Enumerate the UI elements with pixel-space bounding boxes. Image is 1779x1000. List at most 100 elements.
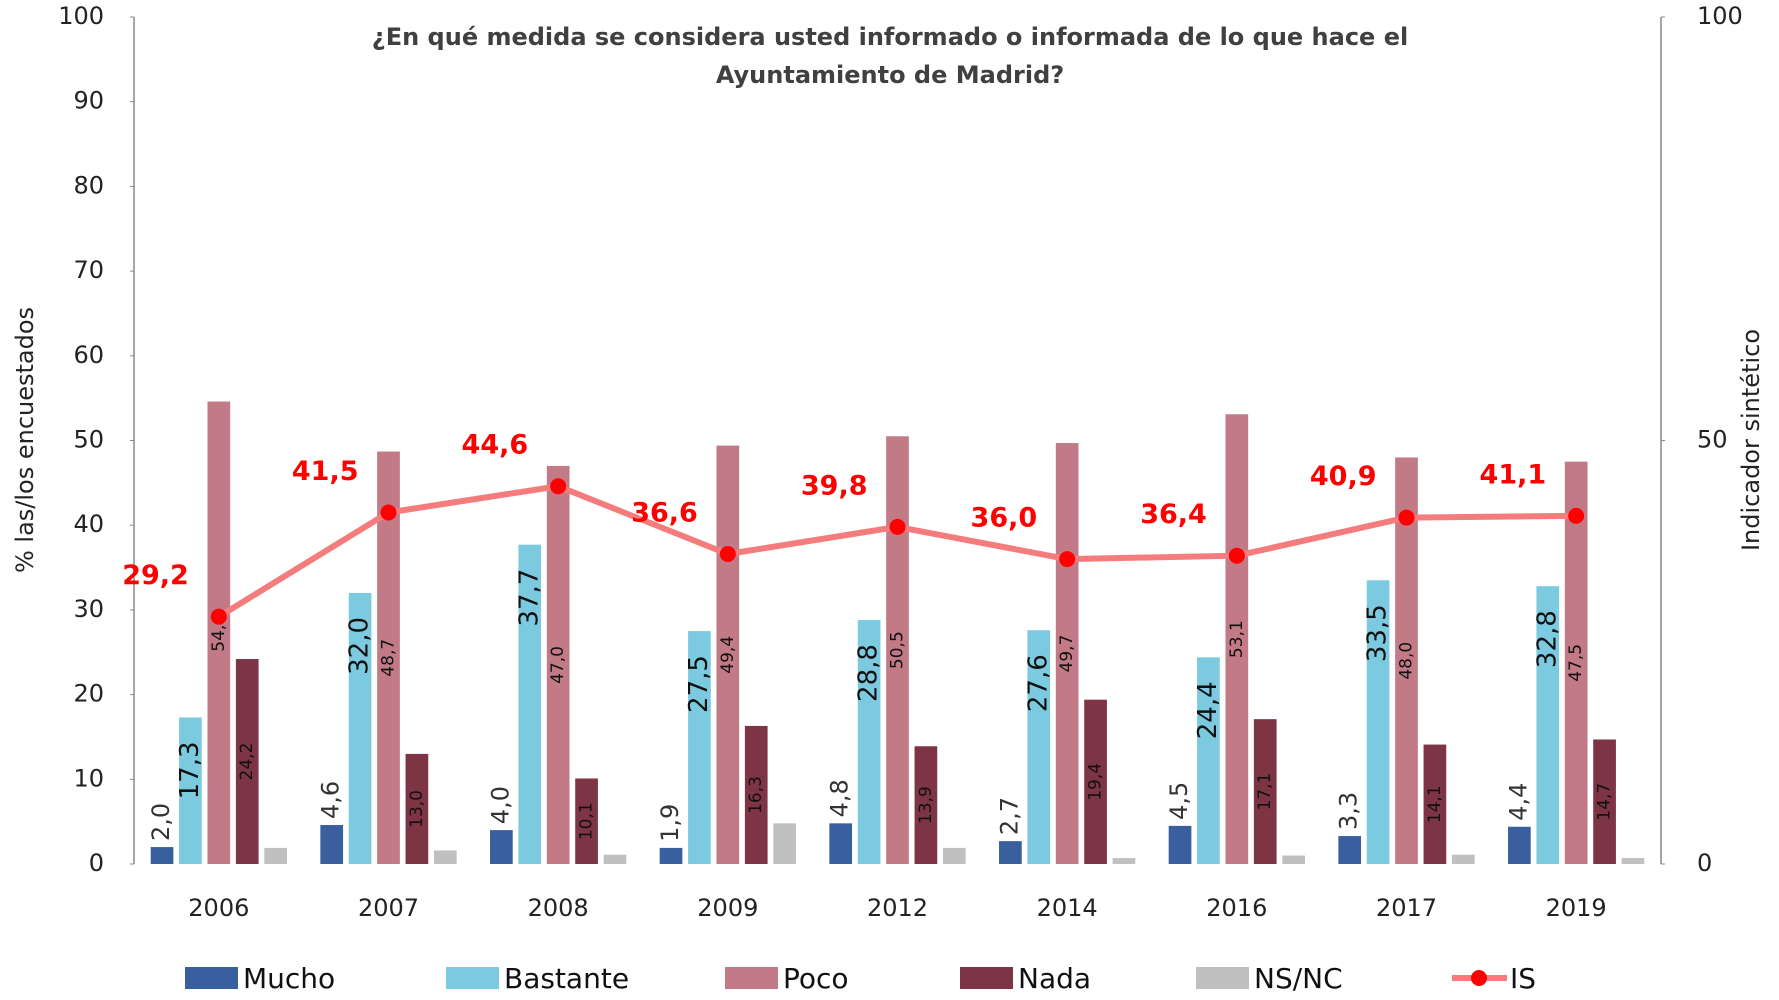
- bar: [490, 830, 513, 864]
- legend-label: Poco: [783, 962, 849, 995]
- x-tick-label: 2006: [188, 894, 249, 922]
- value-label: 50,5: [888, 631, 908, 669]
- value-label: 36,0: [971, 503, 1038, 534]
- bar: [1593, 739, 1616, 864]
- legend-swatch: [960, 967, 1013, 989]
- line-marker: [550, 478, 567, 495]
- value-label: 47,0: [548, 646, 568, 684]
- y-axis-label: % las/los encuestados: [11, 307, 39, 573]
- bar: [546, 465, 570, 864]
- legend-swatch: [446, 967, 499, 989]
- legend-swatch: [185, 967, 238, 989]
- x-tick-label: 2016: [1206, 894, 1267, 922]
- bar: [1423, 744, 1447, 864]
- bar: [348, 592, 372, 864]
- value-label: 49,7: [1057, 635, 1077, 673]
- bar: [1366, 580, 1390, 864]
- bar: [235, 659, 259, 864]
- bar: [433, 850, 457, 864]
- bar: [999, 841, 1022, 864]
- y-tick-label: 50: [73, 426, 104, 454]
- bar: [1536, 586, 1560, 864]
- value-label: 36,6: [631, 497, 698, 528]
- x-tick-label: 2008: [528, 894, 589, 922]
- legend-label: Nada: [1018, 962, 1091, 995]
- value-label: 24,4: [1193, 681, 1223, 739]
- value-label: 44,6: [462, 430, 529, 461]
- value-label: 4,5: [1165, 782, 1193, 820]
- legend-swatch: [1471, 970, 1487, 986]
- value-label: 29,2: [122, 560, 189, 591]
- bar: [1451, 854, 1475, 864]
- chart-title: ¿En qué medida se considera usted inform…: [371, 23, 1409, 89]
- value-label: 32,0: [345, 617, 375, 675]
- value-label: 48,7: [379, 639, 399, 677]
- value-label: 13,0: [407, 790, 427, 828]
- value-label: 28,8: [854, 644, 884, 702]
- value-label: 17,1: [1255, 773, 1275, 811]
- line-marker: [1568, 507, 1585, 524]
- bar: [377, 451, 400, 864]
- value-label: 39,8: [801, 470, 868, 501]
- value-label: 54,6: [209, 614, 229, 652]
- legend-swatch: [1196, 967, 1249, 989]
- line-marker: [380, 504, 397, 521]
- line-marker: [889, 518, 906, 535]
- x-tick-label: 2012: [867, 894, 928, 922]
- value-label: 13,9: [916, 786, 936, 824]
- value-label: 27,6: [1023, 654, 1053, 712]
- legend-label: NS/NC: [1254, 962, 1343, 995]
- value-label: 41,5: [292, 456, 359, 487]
- bar: [1338, 836, 1362, 864]
- y-tick-label: 70: [73, 256, 104, 284]
- value-label: 2,7: [995, 797, 1023, 835]
- y-tick-label: 40: [73, 510, 104, 538]
- y2-tick-label: 0: [1697, 849, 1712, 877]
- value-label: 36,4: [1140, 499, 1207, 530]
- bar: [1282, 855, 1305, 864]
- value-label: 53,1: [1227, 620, 1247, 658]
- y-tick-label: 0: [89, 849, 104, 877]
- line-marker: [210, 608, 227, 625]
- bar: [1112, 858, 1136, 864]
- y-tick-label: 100: [58, 2, 104, 30]
- value-label: 47,5: [1566, 644, 1586, 682]
- value-label: 33,5: [1363, 604, 1393, 662]
- value-label: 17,3: [175, 741, 205, 799]
- bar: [886, 436, 909, 864]
- bar: [1197, 657, 1220, 864]
- bar: [1253, 719, 1277, 864]
- legend-label: Mucho: [243, 962, 335, 995]
- bar: [150, 847, 174, 864]
- bar: [320, 825, 344, 864]
- bar: [857, 620, 881, 864]
- bar: [744, 725, 768, 864]
- value-label: 14,7: [1595, 783, 1615, 821]
- y2-tick-label: 100: [1697, 2, 1743, 30]
- value-label: 4,6: [317, 781, 345, 819]
- y2-tick-label: 50: [1697, 426, 1728, 454]
- legend-label: IS: [1510, 962, 1536, 995]
- value-label: 24,2: [237, 743, 257, 781]
- x-tick-label: 2014: [1037, 894, 1098, 922]
- value-label: 32,8: [1532, 610, 1562, 668]
- value-label: 1,9: [656, 804, 684, 842]
- value-label: 49,4: [718, 636, 738, 674]
- line-marker: [1228, 547, 1245, 564]
- value-label: 48,0: [1397, 642, 1417, 680]
- bar: [1027, 630, 1051, 864]
- bar: [264, 847, 287, 864]
- y-tick-label: 10: [73, 764, 104, 792]
- bar: [207, 401, 231, 864]
- x-tick-label: 2007: [358, 894, 419, 922]
- value-label: 3,3: [1335, 792, 1363, 830]
- y-tick-label: 80: [73, 171, 104, 199]
- value-label: 4,0: [486, 786, 514, 824]
- bar: [179, 717, 202, 864]
- x-tick-label: 2009: [697, 894, 758, 922]
- legend-label: Bastante: [504, 962, 629, 995]
- bar: [1055, 443, 1079, 864]
- value-label: 16,3: [746, 776, 766, 814]
- bar: [1225, 414, 1249, 864]
